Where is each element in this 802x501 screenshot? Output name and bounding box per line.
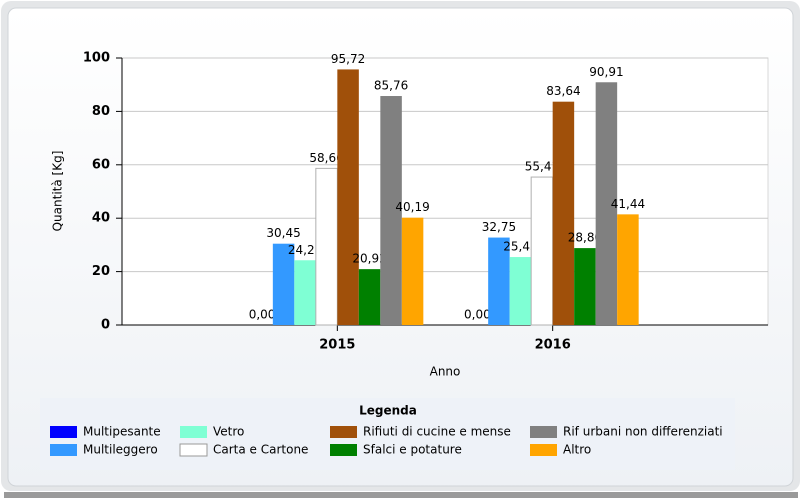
bar	[337, 69, 359, 325]
x-axis-label: Anno	[430, 365, 461, 379]
value-label: 58,66	[309, 151, 343, 165]
value-label: 95,72	[331, 52, 365, 66]
bar	[294, 260, 316, 325]
bar	[272, 243, 295, 325]
value-label: 25,45	[503, 240, 537, 254]
x-tick-label: 2016	[535, 338, 571, 353]
bar	[530, 176, 554, 326]
value-label: 20,92	[352, 252, 386, 266]
legend-label: Altro	[563, 443, 591, 457]
value-label: 90,91	[589, 65, 623, 79]
value-label: 30,45	[266, 226, 300, 240]
legend-label: Rif urbani non differenziati	[563, 425, 723, 439]
bottom-shadow	[4, 492, 798, 498]
legend-swatch	[50, 444, 77, 456]
y-tick-label: 60	[92, 157, 110, 172]
legend-swatch	[530, 426, 557, 438]
bar	[315, 167, 338, 326]
legend-swatch	[330, 426, 357, 438]
legend-label: Vetro	[213, 425, 244, 439]
value-label: 85,76	[374, 79, 408, 93]
bar	[552, 101, 575, 325]
bar	[488, 237, 510, 325]
bar	[574, 248, 596, 325]
y-tick-label: 80	[92, 104, 110, 119]
value-label: 0,00	[249, 308, 276, 322]
value-label: 0,00	[464, 308, 491, 322]
value-label: 24,25	[288, 243, 322, 257]
legend-swatch	[180, 426, 207, 438]
value-label: 41,44	[611, 197, 645, 211]
value-label: 32,75	[482, 220, 516, 234]
bar	[380, 96, 402, 325]
value-label: 28,80	[568, 231, 602, 245]
legend-swatch	[330, 444, 357, 456]
legend-title: Legenda	[359, 404, 417, 418]
bar	[617, 214, 639, 325]
y-tick-label: 100	[83, 51, 110, 66]
value-label: 40,19	[395, 200, 429, 214]
bar	[595, 82, 618, 326]
y-tick-label: 0	[101, 318, 110, 333]
legend-swatch	[179, 443, 208, 457]
legend-swatch	[50, 426, 77, 438]
value-label: 55,41	[525, 160, 559, 174]
legend-label: Carta e Cartone	[213, 443, 308, 457]
legend-label: Multipesante	[83, 425, 161, 439]
value-label: 83,64	[546, 84, 580, 98]
legend-label: Multileggero	[83, 443, 158, 457]
bar	[509, 257, 532, 325]
plot-area	[121, 57, 769, 326]
legend-swatch	[530, 444, 557, 456]
legend-box	[40, 398, 735, 470]
legend-label: Sfalci e potature	[363, 443, 462, 457]
bar	[358, 269, 381, 325]
x-tick-label: 2015	[319, 338, 355, 353]
y-tick-label: 20	[92, 264, 110, 279]
bar	[401, 217, 424, 325]
legend-label: Rifiuti di cucine e mense	[363, 425, 511, 439]
y-tick-label: 40	[92, 211, 110, 226]
y-axis-label: Quantità [Kg]	[51, 151, 65, 232]
